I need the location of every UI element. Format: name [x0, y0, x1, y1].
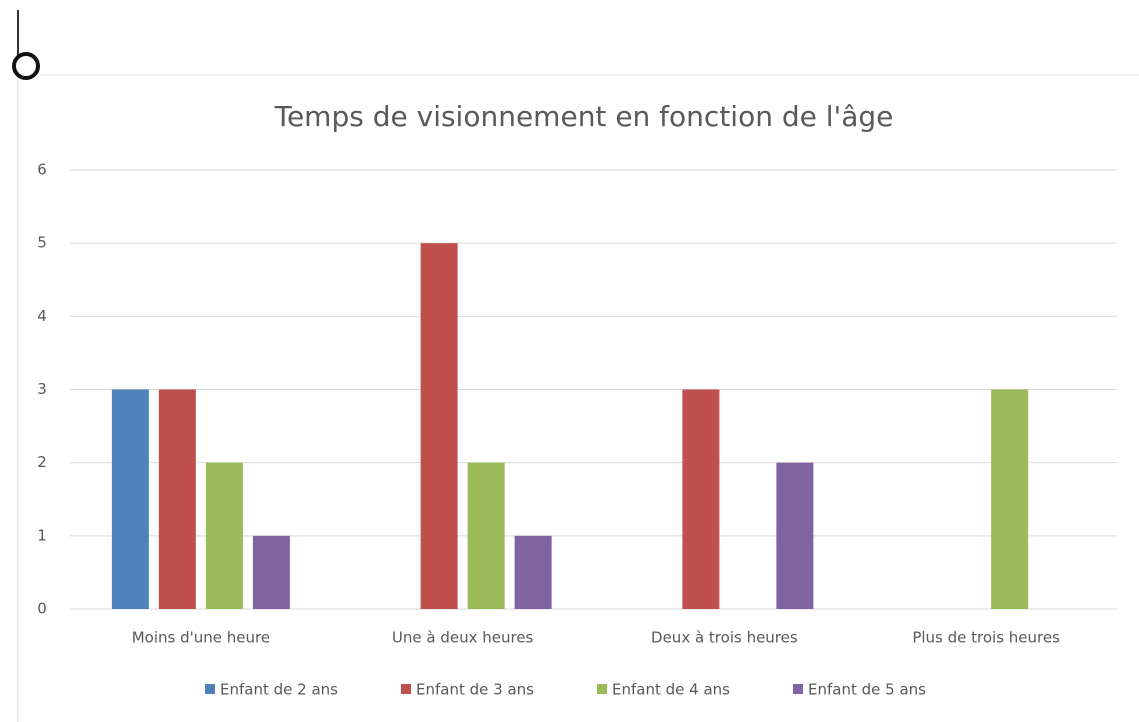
legend-label: Enfant de 4 ans — [612, 681, 730, 699]
legend-label: Enfant de 2 ans — [220, 681, 338, 699]
bar — [111, 389, 149, 609]
legend-swatch — [793, 684, 803, 694]
bar — [420, 243, 458, 609]
x-tick-label: Plus de trois heures — [912, 629, 1060, 647]
y-tick-label: 3 — [37, 380, 47, 398]
legend-label: Enfant de 3 ans — [416, 681, 534, 699]
x-tick-label: Deux à trois heures — [651, 629, 798, 647]
bar — [514, 535, 552, 609]
y-tick-label: 5 — [37, 234, 47, 252]
chart-title: Temps de visionnement en fonction de l'â… — [274, 100, 894, 133]
y-tick-label: 4 — [37, 307, 47, 325]
bar — [682, 389, 720, 609]
legend-swatch — [401, 684, 411, 694]
bar — [991, 389, 1029, 609]
y-tick-label: 1 — [37, 526, 47, 544]
bar — [205, 462, 243, 609]
x-tick-label: Une à deux heures — [392, 629, 534, 647]
x-tick-label: Moins d'une heure — [132, 629, 270, 647]
bar — [158, 389, 196, 609]
bar — [467, 462, 505, 609]
y-tick-label: 6 — [37, 161, 47, 179]
bar — [776, 462, 814, 609]
legend-swatch — [597, 684, 607, 694]
y-tick-label: 0 — [37, 600, 47, 618]
bar — [252, 535, 290, 609]
anchor-handle — [12, 52, 40, 80]
legend-swatch — [205, 684, 215, 694]
legend-label: Enfant de 5 ans — [808, 681, 926, 699]
y-tick-label: 2 — [37, 453, 47, 471]
